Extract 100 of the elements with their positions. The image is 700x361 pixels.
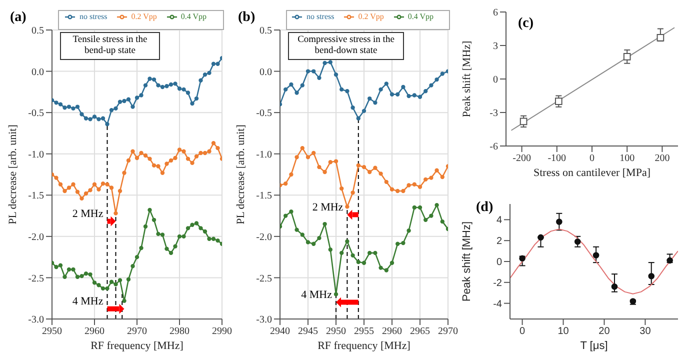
point [134,156,140,160]
point [378,87,383,92]
point [317,236,322,240]
y-tick-label: 0.0 [260,66,272,78]
point [556,218,562,225]
point [194,96,199,101]
x-tick-label: 2965 [410,326,430,338]
point [317,164,322,170]
point [592,252,600,258]
point [328,248,332,252]
point [666,257,673,264]
point [100,181,106,186]
point [62,106,67,110]
point [356,163,360,168]
point [130,149,135,154]
point [362,164,366,170]
point [340,250,344,256]
x-tick-label: 10 [558,326,570,338]
x-tick-label: 20 [598,326,610,338]
point [396,188,400,194]
point [114,106,118,111]
point [368,170,372,174]
point [284,87,288,92]
point [84,271,88,276]
y-tick-label: -1.0 [28,149,44,160]
x-tick-label: -100 [548,153,566,164]
y-tick-label: -3.0 [256,314,272,326]
point [350,106,355,110]
point [190,222,194,227]
point [216,146,220,150]
annotation: Compressive stress in the bend-down state [288,32,404,60]
point [88,117,92,122]
point [105,182,110,186]
y-tick-label: -3 [490,108,498,120]
point [194,221,199,226]
point [118,278,122,282]
point [143,83,148,88]
point [412,93,416,98]
x-axis-title: T [μs] [580,340,608,352]
point [182,149,186,154]
point [434,202,439,208]
point [148,208,152,212]
y-tick-label: -0.5 [256,108,272,120]
point [122,98,126,104]
point [401,188,406,194]
point [350,190,355,195]
point [75,274,80,279]
legend-label: no stress [306,12,334,21]
point [373,166,378,170]
point [368,250,372,256]
y-axis-title: Peak shift [MHz] [460,40,473,118]
x-axis-title: RF frequency [MHz] [318,340,410,352]
point [216,238,220,243]
point [396,242,400,246]
point [186,226,190,230]
y-tick-label: -2.5 [256,273,272,284]
point [198,150,203,156]
point [312,69,316,74]
point [58,102,63,106]
point [186,90,190,95]
point [322,170,327,174]
point [294,90,299,95]
point [66,104,72,109]
y-tick-label: 6 [493,8,498,19]
point [322,222,327,226]
y-tick-label: -0.5 [28,108,44,120]
point [648,272,655,280]
y-tick-label: -2 [493,278,502,289]
point [211,141,216,146]
point [574,238,581,245]
x-tick-label: 2970 [438,326,458,338]
point [440,219,444,224]
point [418,184,422,189]
point [126,97,131,102]
point [429,176,434,180]
point [623,53,631,60]
point [75,104,80,109]
point [202,150,208,156]
point [160,170,165,175]
point [384,180,388,184]
point [173,244,178,248]
y-tick-label: 0.5 [260,26,272,37]
x-tick-label: 2960 [382,326,402,338]
y-tick-label: -1.5 [28,190,44,202]
point [390,92,394,96]
point [62,188,67,194]
annotation: 4 MHz [301,289,332,302]
point [80,274,84,278]
point [328,60,332,64]
point [207,236,212,241]
x-tick-label: 2980 [170,326,190,338]
point [401,84,406,90]
point [424,218,428,222]
y-tick-label: -4 [493,298,502,310]
point [434,77,439,82]
point [424,89,428,94]
point [373,250,378,256]
point [96,117,101,122]
point [186,156,190,161]
y-tick-label: -1.5 [256,190,272,202]
